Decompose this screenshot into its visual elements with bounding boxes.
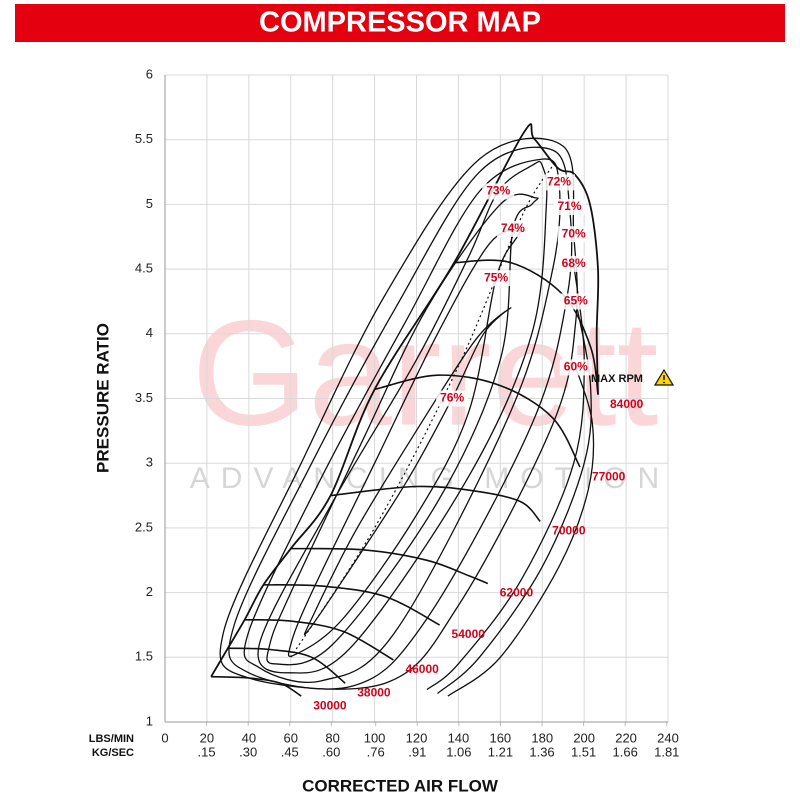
y-axis-title: PRESSURE RATIO bbox=[93, 323, 112, 473]
efficiency-island bbox=[437, 301, 592, 694]
x2-tick-label: 1.06 bbox=[446, 744, 471, 759]
efficiency-label: 71% bbox=[557, 199, 581, 213]
speed-line bbox=[330, 485, 541, 522]
x-tick-label: 0 bbox=[161, 730, 168, 745]
efficiency-label-bg bbox=[559, 293, 592, 310]
max-rpm-annotation: MAX RPM bbox=[591, 373, 643, 385]
plot bbox=[210, 123, 600, 697]
x2-tick-label: 1.81 bbox=[654, 744, 679, 759]
speed-line bbox=[374, 374, 581, 468]
y-tick-label: 3 bbox=[146, 455, 153, 470]
efficiency-island bbox=[303, 307, 512, 636]
x2-tick-label: .91 bbox=[408, 744, 426, 759]
efficiency-label-bg bbox=[482, 183, 515, 200]
chart-title: COMPRESSOR MAP bbox=[259, 7, 541, 39]
efficiency-island bbox=[266, 193, 539, 666]
speed-line-label: 30000 bbox=[313, 698, 347, 712]
efficiency-label: 65% bbox=[564, 294, 588, 308]
speed-line bbox=[211, 675, 302, 697]
x2-tick-label: .60 bbox=[322, 744, 340, 759]
efficiency-label-bg bbox=[559, 359, 592, 376]
x-tick-label: 60 bbox=[284, 730, 298, 745]
efficiency-label-bg bbox=[557, 226, 590, 243]
x-tick-label: 140 bbox=[448, 730, 470, 745]
efficiency-label: 72% bbox=[547, 175, 571, 189]
efficiency-label-bg bbox=[543, 174, 576, 191]
efficiency-island bbox=[447, 367, 595, 697]
title-banner bbox=[15, 4, 785, 42]
watermark-tagline: ADVANCING MOTION bbox=[190, 462, 670, 495]
labels: 11.522.533.544.555.560 20 40 60 80 100 120 140 1… bbox=[135, 66, 680, 759]
efficiency-label: 70% bbox=[562, 226, 586, 240]
y-tick-label: 1 bbox=[146, 713, 153, 728]
speed-line-label: 84000 bbox=[610, 397, 644, 411]
x-tick-label: 160 bbox=[489, 730, 511, 745]
x2-tick-label: .45 bbox=[281, 744, 299, 759]
efficiency-label-bg bbox=[557, 255, 590, 272]
efficiency-island bbox=[228, 146, 573, 690]
y-tick-label: 2 bbox=[146, 584, 153, 599]
speed-line bbox=[244, 618, 394, 661]
speed-line-label: 77000 bbox=[592, 469, 626, 483]
map-boundary bbox=[210, 123, 600, 678]
efficiency-label: 75% bbox=[484, 270, 508, 284]
warning-icon bbox=[653, 368, 675, 386]
x2-tick-label: .15 bbox=[198, 744, 216, 759]
x2-tick-label: .30 bbox=[239, 744, 257, 759]
x2-tick-label: 1.66 bbox=[613, 744, 638, 759]
speed-line-label: 62000 bbox=[500, 586, 534, 600]
speed-line bbox=[290, 547, 489, 585]
x-tick-label: 20 bbox=[200, 730, 214, 745]
efficiency-label: 73% bbox=[486, 184, 510, 198]
x-tick-label: 80 bbox=[325, 730, 339, 745]
efficiency-label-bg bbox=[553, 198, 586, 215]
speed-line-label: 54000 bbox=[452, 627, 486, 641]
efficiency-label-bg bbox=[480, 270, 513, 287]
x2-tick-label: 1.36 bbox=[529, 744, 554, 759]
efficiency-island bbox=[426, 263, 585, 691]
efficiency-label: 68% bbox=[562, 256, 586, 270]
y-tick-label: 5 bbox=[146, 196, 153, 211]
warning-dot bbox=[663, 381, 665, 384]
y-tick-label: 2.5 bbox=[135, 519, 153, 534]
x-tick-label: 40 bbox=[242, 730, 256, 745]
x-axis-title: CORRECTED AIR FLOW bbox=[302, 776, 499, 795]
x2-tick-label: 1.21 bbox=[488, 744, 513, 759]
efficiency-island bbox=[243, 158, 561, 683]
y-tick-label: 6 bbox=[146, 66, 153, 81]
y-tick-label: 1.5 bbox=[135, 649, 153, 664]
y-tick-label: 4.5 bbox=[135, 261, 153, 276]
x-tick-label: 220 bbox=[615, 730, 637, 745]
x-tick-label: 100 bbox=[364, 730, 386, 745]
peak-efficiency-line bbox=[290, 165, 554, 658]
y-tick-label: 5.5 bbox=[135, 131, 153, 146]
x2-tick-label: .76 bbox=[367, 744, 385, 759]
speed-line-label: 38000 bbox=[357, 685, 391, 699]
x2-tick-label: 1.51 bbox=[571, 744, 596, 759]
x2-unit-label: KG/SEC bbox=[92, 747, 134, 759]
speed-line bbox=[263, 584, 440, 626]
efficiency-label: 60% bbox=[564, 360, 588, 374]
y-tick-label: 4 bbox=[146, 325, 153, 340]
efficiency-label-bg bbox=[436, 390, 469, 407]
x-tick-label: 240 bbox=[657, 730, 679, 745]
x-tick-label: 200 bbox=[573, 730, 595, 745]
efficiency-label: 76% bbox=[440, 391, 464, 405]
x-tick-label: 180 bbox=[531, 730, 553, 745]
efficiency-label: 74% bbox=[501, 221, 525, 235]
speed-line bbox=[227, 647, 346, 684]
speed-line-label: 46000 bbox=[405, 662, 439, 676]
x-unit-label: LBS/MIN bbox=[89, 733, 134, 745]
efficiency-label-bg bbox=[496, 220, 529, 237]
y-tick-label: 3.5 bbox=[135, 390, 153, 405]
speed-line-label: 70000 bbox=[552, 524, 586, 538]
x-tick-label: 120 bbox=[406, 730, 428, 745]
